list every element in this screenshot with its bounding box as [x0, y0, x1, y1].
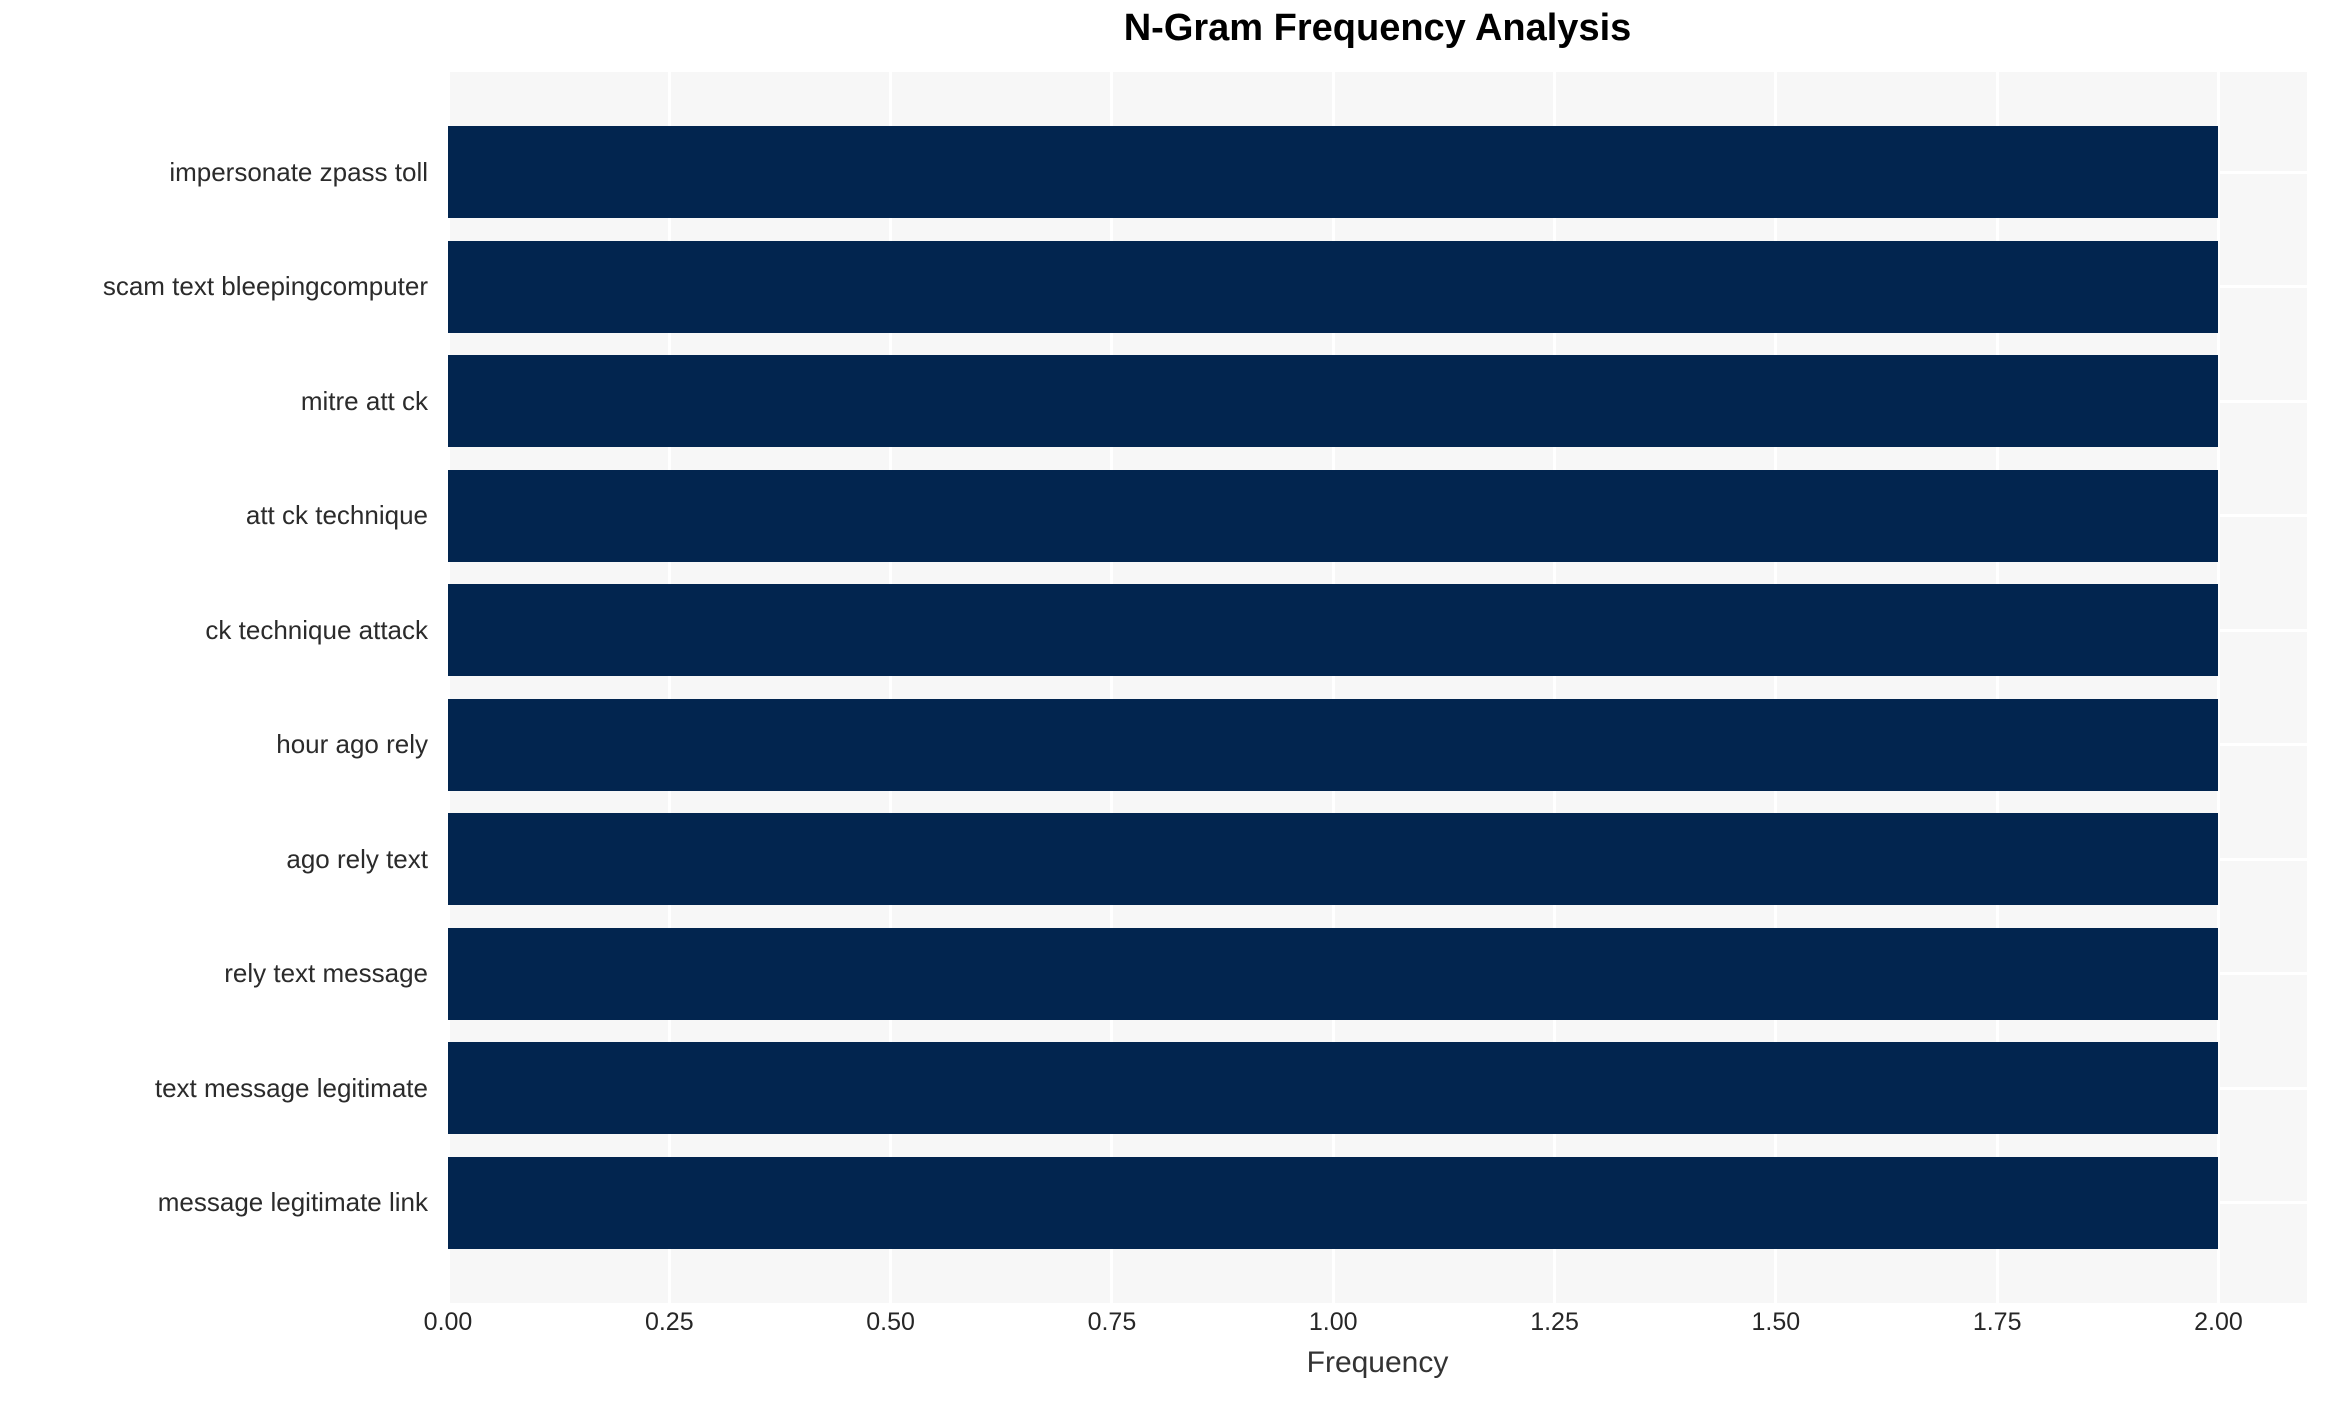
gridline-vertical — [1995, 72, 1999, 1303]
x-tick-label: 1.75 — [1972, 1308, 2022, 1336]
gridline-vertical — [448, 72, 450, 1303]
x-tick-label: 1.25 — [1530, 1308, 1579, 1336]
bar — [448, 240, 2219, 333]
bar-row — [448, 688, 2307, 803]
chart-title: N-Gram Frequency Analysis — [1123, 7, 1632, 49]
bar-row — [448, 1031, 2307, 1146]
y-axis-label: scam text bleepingcomputer — [102, 271, 428, 302]
bar-row — [448, 802, 2307, 917]
bar-row — [448, 1146, 2307, 1261]
bar-row — [448, 115, 2307, 230]
x-tick-label: 1.50 — [1751, 1308, 1801, 1336]
bar — [448, 126, 2219, 219]
gridline-vertical — [667, 72, 671, 1303]
y-axis-label: impersonate zpass toll — [169, 156, 428, 187]
y-axis-label: att ck technique — [245, 500, 428, 531]
bar-row — [448, 344, 2307, 459]
bar — [448, 927, 2219, 1020]
x-tick-label: 0.25 — [644, 1308, 694, 1336]
bar-row — [448, 230, 2307, 345]
x-axis-ticks: 0.00 0.25 0.50 0.75 1.00 1.25 1.50 1.75 2.00 — [424, 1308, 2307, 1340]
bar — [448, 584, 2219, 677]
x-tick-label: 1.00 — [1308, 1308, 1358, 1336]
y-axis-label: message legitimate link — [157, 1187, 428, 1218]
bar — [448, 813, 2219, 906]
bar — [448, 1042, 2219, 1135]
y-axis-label: text message legitimate — [154, 1072, 428, 1103]
gridline-vertical — [1553, 72, 1557, 1303]
bar-row — [448, 573, 2307, 688]
bar — [448, 355, 2219, 448]
y-axis-label: ck technique attack — [205, 614, 428, 645]
y-axis-label: ago rely text — [286, 843, 428, 874]
gridline-vertical — [2216, 72, 2220, 1303]
gridline-vertical — [889, 72, 893, 1303]
y-axis-label: hour ago rely — [276, 729, 428, 760]
gridline-vertical — [1331, 72, 1335, 1303]
plot-area — [448, 72, 2307, 1303]
bar-row — [448, 917, 2307, 1032]
gridline-vertical — [1774, 72, 1778, 1303]
bar — [448, 698, 2219, 791]
x-tick-label: 2.00 — [2194, 1308, 2243, 1336]
y-axis-label: mitre att ck — [300, 385, 428, 416]
bar — [448, 1156, 2219, 1249]
y-axis-labels: impersonate zpass toll scam text bleeping… — [0, 115, 438, 1260]
bar-rows — [448, 72, 2307, 1303]
gridline-vertical — [1110, 72, 1114, 1303]
x-tick-label: 0.00 — [423, 1308, 473, 1336]
x-tick-label: 0.50 — [866, 1308, 915, 1336]
bar — [448, 469, 2219, 562]
x-tick-label: 0.75 — [1087, 1308, 1137, 1336]
bar-row — [448, 459, 2307, 574]
x-axis-title: Frequency — [1306, 1346, 1449, 1379]
y-axis-label: rely text message — [224, 958, 428, 989]
